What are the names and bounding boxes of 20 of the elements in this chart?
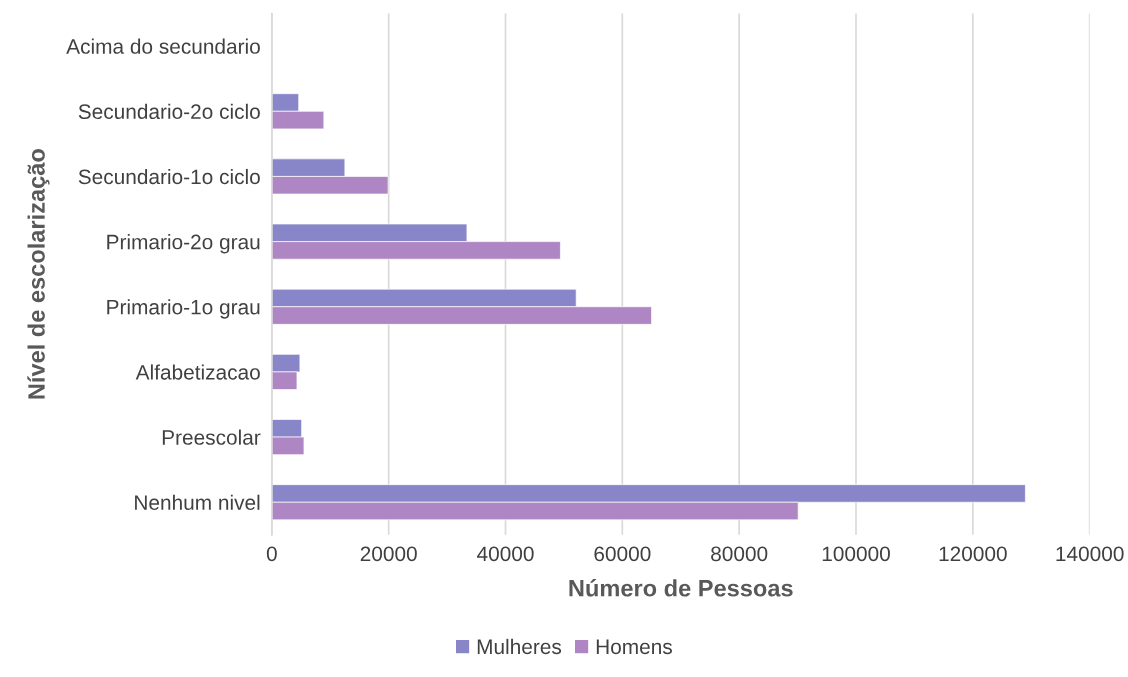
x-tick-label: 60000 [594,546,651,562]
y-tick-label: Primario-1o grau [107,299,260,319]
y-tick-label: Acima do secundario [66,38,260,54]
legend-label: Homens [596,639,672,655]
legend-label: Mulheres [477,638,562,655]
y-tick-label: Primario-2o grau [107,234,260,254]
y-tick-label: Nenhum nivel [135,494,260,510]
y-tick-label: Preescolar [162,429,261,445]
x-axis-title: Número de Pessoas [569,579,793,597]
x-tick-label: 0 [266,546,277,562]
x-tick-label: 40000 [477,546,534,562]
x-tick-label: 100000 [822,546,890,562]
x-tick-label: 140000 [1056,546,1124,562]
x-tick-label: 80000 [711,546,768,562]
y-tick-label: Secundario-2o ciclo [78,103,260,120]
x-tick-label: 120000 [939,546,1007,562]
y-tick-label: Alfabetizacao [135,364,260,380]
y-tick-label: Secundario-1o ciclo [78,168,260,185]
y-axis-title: Nível de escolarização [27,149,50,399]
x-tick-label: 20000 [360,546,417,562]
